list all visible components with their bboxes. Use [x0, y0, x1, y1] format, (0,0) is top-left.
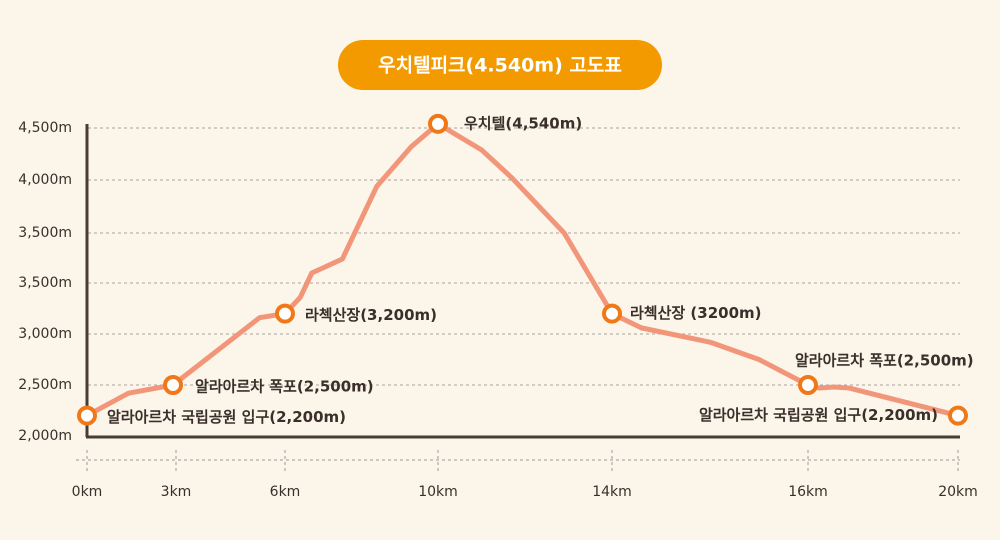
stop-annotation: 알라아르차 폭포(2,500m) — [795, 352, 974, 370]
x-tick-label: 6km — [270, 484, 301, 500]
stop-annotation: 라첵산장 (3200m) — [630, 304, 762, 322]
x-tick-label: 14km — [592, 484, 632, 500]
stop-annotation: 알라아르차 폭포(2,500m) — [195, 378, 374, 396]
y-tick-label: 2,000m — [18, 428, 72, 444]
y-tick-label: 3,000m — [18, 326, 72, 342]
stop-marker — [602, 303, 622, 324]
stop-annotation: 알라아르차 국립공원 입구(2,200m) — [699, 406, 938, 424]
stop-marker — [275, 303, 295, 324]
elevation-line — [84, 121, 961, 419]
y-tick-label: 3,500m — [18, 225, 72, 241]
chart-title: 우치텔피크(4.540m) 고도표 — [378, 55, 622, 77]
x-tick-label: 0km — [72, 484, 103, 500]
x-tick-label: 16km — [788, 484, 828, 500]
y-tick-label: 4,000m — [18, 172, 72, 188]
y-tick-label: 2,500m — [18, 377, 72, 393]
y-tick-label: 3,500m — [18, 275, 72, 291]
y-tick-label: 4,500m — [18, 120, 72, 136]
stop-marker — [948, 405, 968, 426]
stop-marker — [77, 405, 97, 426]
x-tick-label: 10km — [418, 484, 458, 500]
stop-marker — [163, 375, 184, 395]
x-tick-label: 20km — [938, 484, 978, 500]
stop-annotation: 알라아르차 국립공원 입구(2,200m) — [107, 408, 346, 426]
x-tick-label: 3km — [161, 484, 192, 500]
stop-annotation: 우치텔(4,540m) — [464, 114, 582, 132]
title-pill — [338, 40, 662, 90]
stop-marker — [428, 113, 448, 134]
stop-marker — [798, 375, 818, 395]
stop-annotation: 라첵산장(3,200m) — [305, 306, 437, 324]
